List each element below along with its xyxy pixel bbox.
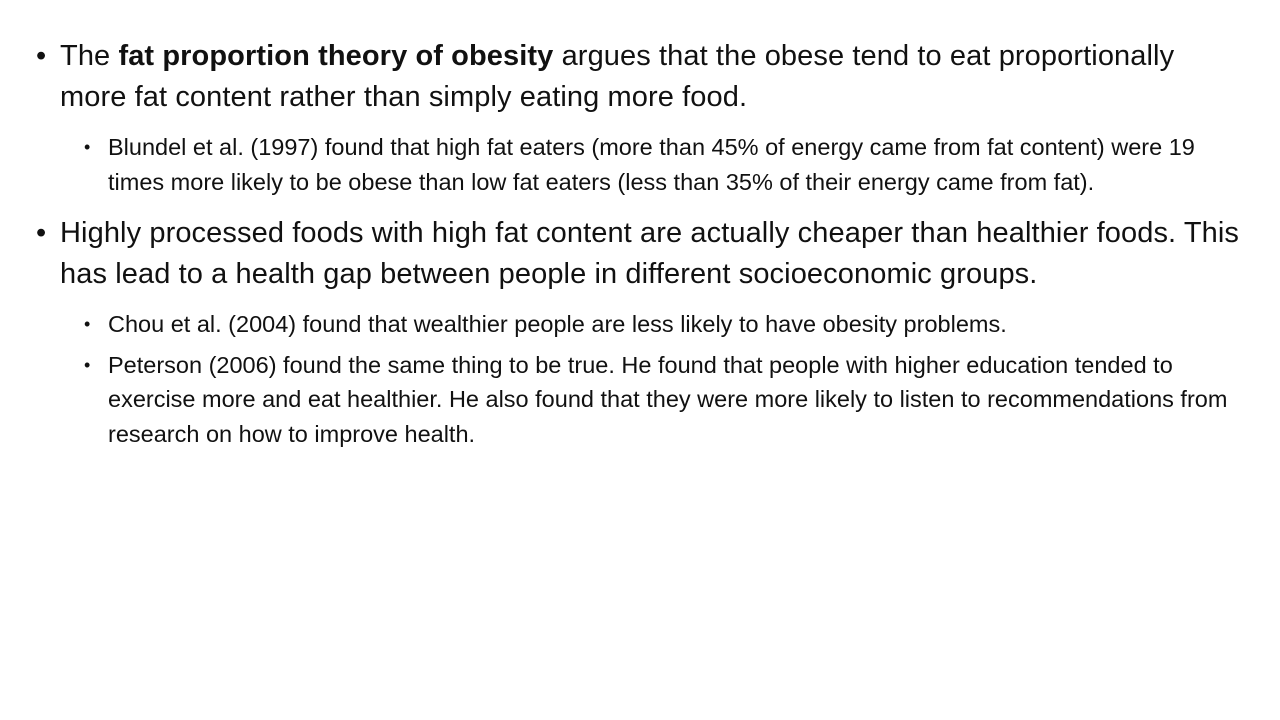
sub-bullet-text: Peterson (2006) found the same thing to … [108, 351, 1228, 447]
sub-bullet-text: Blundel et al. (1997) found that high fa… [108, 134, 1195, 195]
sublist-1: • Blundel et al. (1997) found that high … [84, 130, 1246, 199]
bullet-icon: • [84, 354, 91, 375]
sub-bullet-2-1: • Chou et al. (2004) found that wealthie… [84, 307, 1246, 342]
bullet-point-1: • The fat proportion theory of obesity a… [36, 36, 1246, 118]
bullet-icon: • [36, 217, 47, 249]
bullet-icon: • [84, 137, 91, 157]
bullet-text-bold: fat proportion theory of obesity [118, 40, 554, 72]
bullet-text: Highly processed foods with high fat con… [60, 217, 1240, 290]
slide-body: • The fat proportion theory of obesity a… [36, 36, 1246, 465]
bullet-icon: • [36, 40, 47, 72]
sub-bullet-2-2: • Peterson (2006) found the same thing t… [84, 348, 1246, 452]
bullet-point-2: • Highly processed foods with high fat c… [36, 213, 1246, 295]
sub-bullet-1-1: • Blundel et al. (1997) found that high … [84, 130, 1246, 199]
sublist-2: • Chou et al. (2004) found that wealthie… [84, 307, 1246, 451]
bullet-text-before: The [60, 40, 119, 72]
bullet-text-after: argues that the obese tend to eat propor… [60, 40, 1175, 113]
sub-bullet-text: Chou et al. (2004) found that wealthier … [108, 311, 1007, 337]
bullet-icon: • [84, 314, 91, 334]
